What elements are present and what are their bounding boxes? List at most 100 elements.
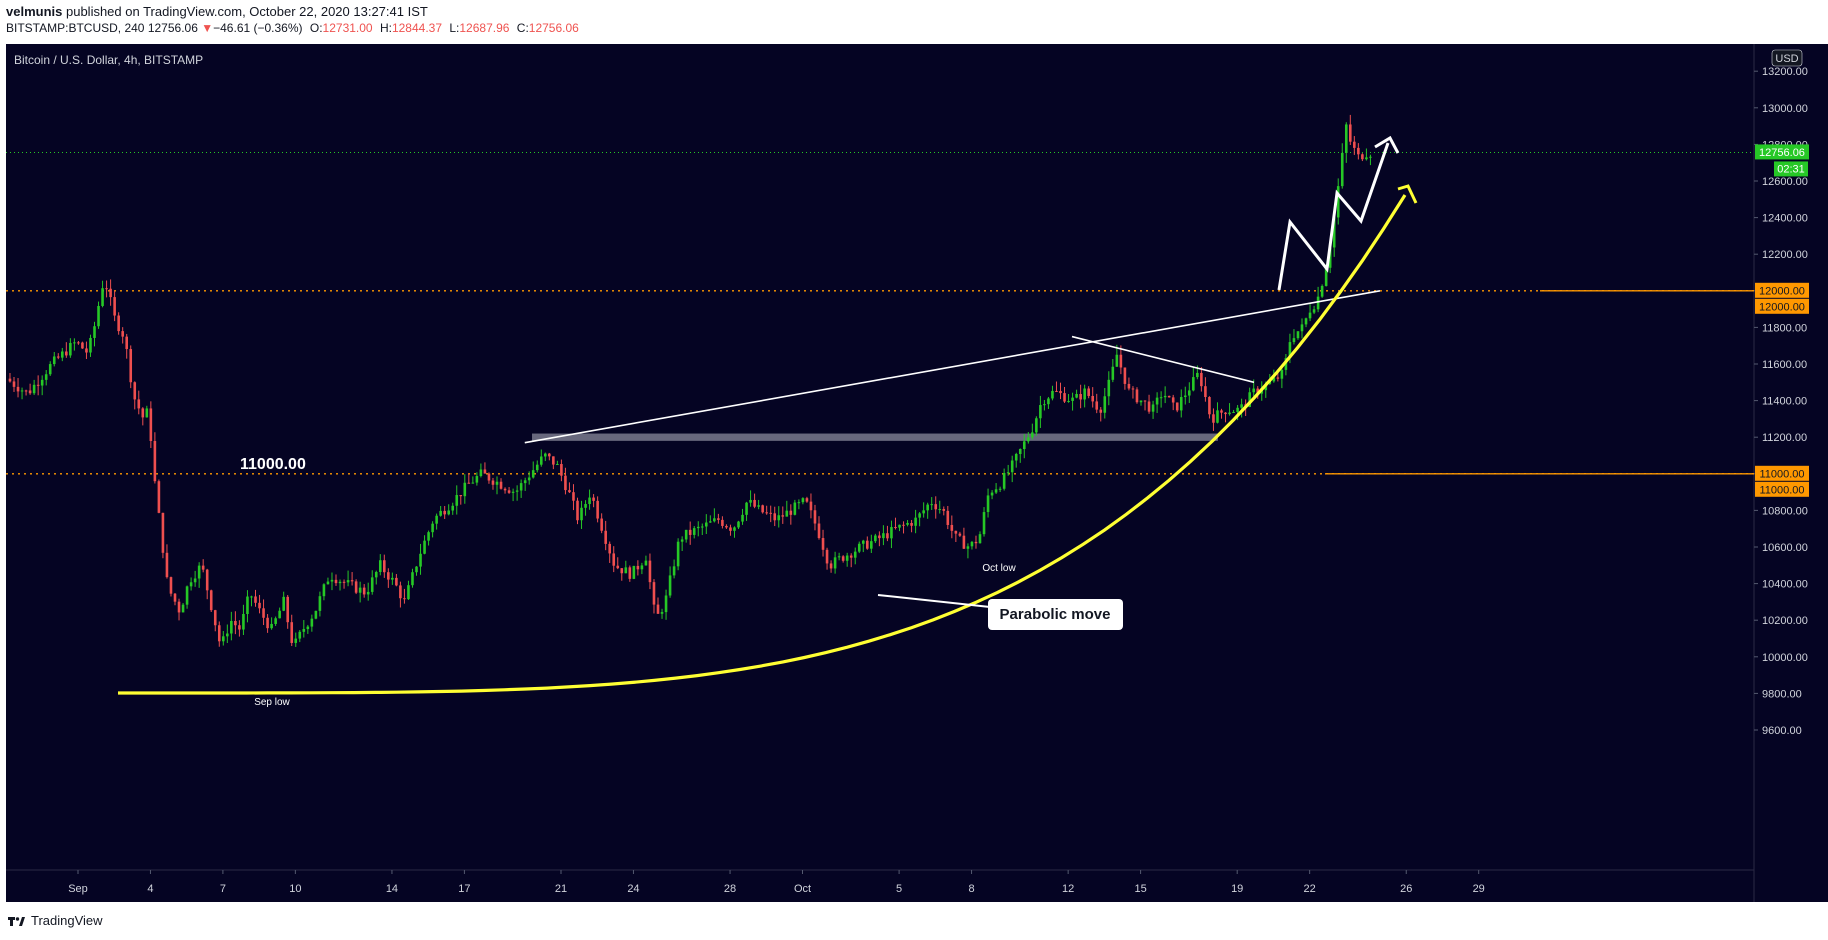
candle-body [1043, 404, 1046, 406]
candle-body [656, 604, 660, 614]
time-tick-label: 8 [968, 883, 974, 895]
countdown-badge-bg [1774, 161, 1808, 177]
candle-body [1304, 318, 1308, 325]
level-lines [6, 151, 1754, 475]
candle-body [1208, 397, 1211, 415]
candle-body [1091, 395, 1095, 402]
author-name[interactable]: velmunis [6, 4, 63, 19]
change-value: −46.61 (−0.36%) [213, 21, 303, 35]
candle-body [165, 552, 169, 578]
candle-body [173, 593, 177, 602]
candle-body [447, 510, 451, 515]
candle-body [370, 577, 374, 592]
candle-body [362, 587, 366, 595]
chart-pane[interactable] [6, 44, 1754, 902]
ohlc-line: BITSTAMP:BTCUSD, 240 12756.06 ▼−46.61 (−… [6, 21, 579, 35]
currency-badge[interactable]: USD [1771, 49, 1803, 67]
candle-body [366, 591, 370, 595]
candle-body [966, 546, 970, 549]
last-price-badge-bg [1755, 144, 1809, 160]
candle-body [805, 498, 809, 502]
candle-body [463, 482, 467, 497]
candle-body [749, 499, 752, 503]
candle-body [970, 541, 974, 547]
candle-body [1123, 367, 1127, 384]
parabolic-callout-text: Parabolic move [1000, 606, 1111, 623]
candle-body [1183, 395, 1187, 398]
candle-body [1308, 312, 1312, 319]
candle-body [785, 510, 789, 517]
candle-body [1256, 388, 1260, 394]
candle-body [117, 315, 120, 332]
level-11000-badge-b-bg [1755, 481, 1809, 497]
candle-body [197, 565, 201, 579]
candle-body [990, 492, 994, 496]
candle-body [568, 490, 571, 493]
tradingview-logo-icon [8, 916, 25, 926]
candle-body [1204, 386, 1207, 398]
candle-body [387, 572, 390, 580]
ascending-trendline [524, 290, 1381, 444]
candle-body [737, 521, 740, 528]
candle-body [696, 526, 700, 529]
candles [8, 114, 1372, 647]
candle-body [20, 390, 24, 392]
candle-body [266, 617, 269, 629]
candle-body [721, 519, 724, 526]
candle-body [185, 586, 189, 605]
candle-body [161, 512, 165, 553]
candle-body [572, 492, 575, 501]
candle-body [189, 582, 193, 587]
candle-body [692, 528, 696, 535]
time-tick-label: 7 [220, 883, 226, 895]
candle-body [1228, 412, 1231, 415]
candle-body [874, 535, 877, 542]
candle-body [133, 382, 137, 400]
candle-body [439, 510, 442, 516]
candle-body [1220, 410, 1223, 413]
price-tick-label: 11200.00 [1762, 432, 1807, 444]
currency-label: USD [1775, 53, 1798, 65]
candle-body [813, 510, 817, 524]
candle-body [1349, 124, 1352, 142]
candle-body [1320, 285, 1324, 297]
candle-body [1171, 397, 1175, 403]
candle-body [294, 638, 298, 643]
candle-body [809, 501, 813, 511]
candle-body [455, 495, 459, 506]
level-12000-badge-b: 12000.00 [1759, 301, 1805, 313]
candle-body [861, 540, 865, 544]
candle-body [334, 579, 338, 584]
high-label: H: [379, 21, 392, 35]
candle-body [628, 567, 632, 579]
time-tick-label: 19 [1231, 883, 1243, 895]
candle-body [801, 498, 805, 503]
candle-body [1192, 377, 1195, 391]
candle-body [1083, 388, 1086, 400]
candle-body [81, 342, 84, 349]
candle-body [552, 456, 555, 465]
candle-body [632, 565, 636, 579]
candle-body [105, 288, 108, 290]
candle-body [890, 527, 893, 539]
candle-body [16, 386, 20, 392]
level-11000-badge-b: 11000.00 [1759, 484, 1804, 496]
candle-body [1292, 338, 1296, 343]
candle-body [1035, 418, 1038, 433]
candle-body [1010, 460, 1014, 473]
time-tick-label: 26 [1400, 883, 1412, 895]
candle-body [596, 500, 599, 519]
candle-body [882, 533, 885, 539]
candle-body [234, 620, 237, 626]
tradingview-brand[interactable]: TradingView [31, 913, 103, 928]
candle-body [688, 529, 692, 535]
candle-body [837, 556, 841, 558]
time-tick-label: 22 [1304, 883, 1316, 895]
candle-body [1340, 152, 1344, 187]
price-tick-label: 10200.00 [1762, 615, 1808, 627]
candle-body [1139, 400, 1143, 403]
candle-body [431, 523, 434, 533]
candle-body [1131, 388, 1135, 390]
candle-body [1022, 441, 1026, 450]
